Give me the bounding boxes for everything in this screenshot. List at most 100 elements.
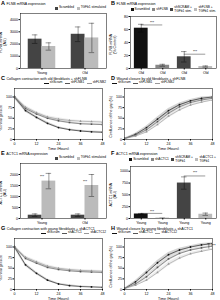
svg-text:36: 36 <box>188 291 192 295</box>
svg-text:12: 12 <box>144 291 148 295</box>
html-text:TGFb1 stimulated: TGFb1 stimulated <box>80 5 106 10</box>
svg-text:48: 48 <box>100 141 104 145</box>
svg-text:75: 75 <box>118 106 122 110</box>
html-text:E ACTC1 mRNA expression: E ACTC1 mRNA expression <box>1 150 48 156</box>
html-text:FLNB mRNA (AU): FLNB mRNA (AU) <box>0 31 7 53</box>
html-text:D Wound closure by old fibrobl: D Wound closure by old fibroblasts + shF… <box>111 75 186 81</box>
svg-text:0: 0 <box>120 287 122 291</box>
svg-text:0: 0 <box>120 137 122 141</box>
svg-text:12: 12 <box>144 141 148 145</box>
svg-text:25: 25 <box>8 127 12 131</box>
svg-text:Old: Old <box>82 70 88 74</box>
html-text:ACTC1 mRNA (AU): ACTC1 mRNA (AU) <box>0 180 7 204</box>
svg-text:25: 25 <box>118 127 122 131</box>
svg-text:0: 0 <box>13 291 15 295</box>
svg-text:12: 12 <box>34 141 38 145</box>
svg-text:50: 50 <box>8 266 12 270</box>
svg-text:100: 100 <box>6 95 12 99</box>
svg-text:0: 0 <box>126 67 128 71</box>
svg-text:0: 0 <box>16 216 18 220</box>
svg-text:Time (Hours): Time (Hours) <box>48 296 69 300</box>
svg-text:Young: Young <box>37 220 47 224</box>
svg-text:750: 750 <box>122 182 128 186</box>
svg-text:50: 50 <box>8 116 12 120</box>
html-text:Scrambled: Scrambled <box>58 5 75 10</box>
svg-text:25: 25 <box>8 277 12 281</box>
svg-text:Young: Young <box>179 221 189 225</box>
svg-text:0: 0 <box>126 217 128 221</box>
svg-text:24: 24 <box>56 141 60 145</box>
svg-text:***: *** <box>150 210 155 214</box>
svg-text:0: 0 <box>13 141 15 145</box>
svg-text:0: 0 <box>123 141 125 145</box>
html-text:C Collagen contraction with ol: C Collagen contraction with old fibrobla… <box>1 75 87 81</box>
html-text:GCollagen contraction with you: GCollagen contraction with young fibrobl… <box>1 225 95 231</box>
svg-text:Old: Old <box>203 71 209 75</box>
html-text:FACTC1 mRNA expression: FACTC1 mRNA expression <box>111 150 158 156</box>
svg-text:500: 500 <box>12 205 18 209</box>
svg-text:1000: 1000 <box>10 194 18 198</box>
svg-text:0: 0 <box>10 287 12 291</box>
svg-text:36: 36 <box>188 141 192 145</box>
html-text:shSCRAM + TGFb1: shSCRAM + TGFb1 <box>175 155 193 163</box>
svg-text:Time (Hours): Time (Hours) <box>158 296 179 300</box>
svg-text:500: 500 <box>122 193 128 197</box>
svg-text:2000: 2000 <box>10 42 18 46</box>
svg-text:100: 100 <box>116 95 122 99</box>
svg-text:36: 36 <box>78 141 82 145</box>
svg-text:Old: Old <box>138 71 144 75</box>
html-text:FLNB mRNA (% Control): FLNB mRNA (% Control) <box>109 34 117 55</box>
html-text:A FLNB mRNA expression: A FLNB mRNA expression <box>1 0 46 6</box>
svg-text:***: *** <box>193 50 198 54</box>
svg-text:0: 0 <box>123 291 125 295</box>
svg-text:Old: Old <box>160 71 166 75</box>
svg-text:Young: Young <box>136 221 146 225</box>
svg-text:75: 75 <box>118 256 122 260</box>
svg-text:3000: 3000 <box>10 30 18 34</box>
svg-text:2000: 2000 <box>10 172 18 176</box>
html-text:ACTC1 mRNA (AU): ACTC1 mRNA (AU) <box>109 182 117 206</box>
html-text:H Wound closure by young fibro: H Wound closure by young fibroblasts + s… <box>111 225 193 231</box>
html-text:shFLNB + TGFb1 stim.: shFLNB + TGFb1 stim. <box>198 5 216 13</box>
svg-text:Young: Young <box>37 70 47 74</box>
svg-text:24: 24 <box>166 141 170 145</box>
svg-text:Old: Old <box>82 220 88 224</box>
html-text:B FLNB mRNA expression: B FLNB mRNA expression <box>111 0 156 6</box>
svg-text:Time (Hours): Time (Hours) <box>158 146 179 150</box>
svg-text:Time (Hours): Time (Hours) <box>48 146 69 150</box>
svg-text:100: 100 <box>116 245 122 249</box>
html-text:shSCRAM + TGFb1 stim.: shSCRAM + TGFb1 stim. <box>174 5 192 13</box>
html-text:shACTC1 + TGFb1: shACTC1 + TGFb1 <box>199 155 216 163</box>
svg-text:Young: Young <box>158 221 168 225</box>
svg-text:60: 60 <box>124 28 128 32</box>
svg-text:25: 25 <box>118 277 122 281</box>
svg-text:50: 50 <box>118 266 122 270</box>
svg-text:75: 75 <box>8 256 12 260</box>
svg-text:20: 20 <box>124 54 128 58</box>
svg-text:0: 0 <box>10 137 12 141</box>
svg-text:***: *** <box>40 175 45 179</box>
svg-text:***: *** <box>193 171 198 175</box>
svg-text:36: 36 <box>78 291 82 295</box>
svg-text:48: 48 <box>210 141 214 145</box>
svg-text:250: 250 <box>122 205 128 209</box>
svg-text:4000: 4000 <box>10 18 18 22</box>
svg-text:24: 24 <box>56 291 60 295</box>
svg-text:***: *** <box>150 21 155 25</box>
svg-text:48: 48 <box>100 291 104 295</box>
svg-text:75: 75 <box>8 106 12 110</box>
svg-text:80: 80 <box>124 15 128 19</box>
svg-text:1500: 1500 <box>10 183 18 187</box>
svg-text:50: 50 <box>118 116 122 120</box>
svg-text:Old: Old <box>181 71 187 75</box>
svg-text:12: 12 <box>34 291 38 295</box>
svg-text:***: *** <box>83 180 88 184</box>
svg-text:1000: 1000 <box>10 54 18 58</box>
svg-text:48: 48 <box>210 291 214 295</box>
svg-text:100: 100 <box>6 245 12 249</box>
svg-text:Young: Young <box>201 221 211 225</box>
svg-text:24: 24 <box>166 291 170 295</box>
svg-text:0: 0 <box>16 66 18 70</box>
svg-text:1000: 1000 <box>120 170 128 174</box>
svg-text:40: 40 <box>124 41 128 45</box>
